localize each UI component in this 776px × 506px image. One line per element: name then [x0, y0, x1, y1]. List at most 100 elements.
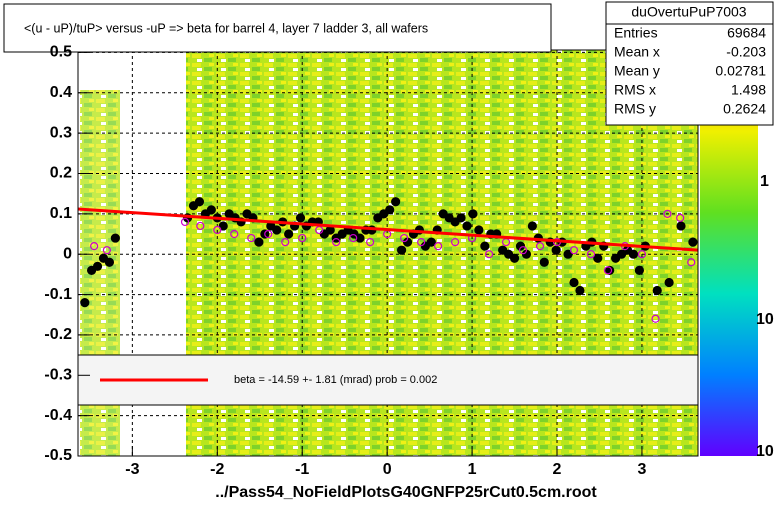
point [355, 233, 365, 243]
x-tick-label: -3 [125, 461, 139, 478]
point [551, 245, 561, 255]
point [90, 242, 99, 251]
point [385, 205, 395, 215]
chart-title: <(u - uP)/tuP> versus -uP => beta for ba… [24, 21, 428, 35]
point [664, 277, 674, 288]
point [80, 298, 90, 308]
y-tick-label: -0.1 [44, 286, 72, 303]
point [284, 229, 294, 239]
stats-label: Mean x [614, 44, 660, 60]
y-tick-label: -0.4 [44, 407, 72, 424]
point [218, 221, 228, 231]
stats-value: -0.203 [726, 44, 766, 60]
x-tick-label: 2 [553, 461, 562, 478]
point [676, 221, 686, 231]
y-tick-label: -0.2 [44, 326, 72, 343]
point [651, 314, 660, 323]
point [586, 250, 596, 259]
point [400, 233, 409, 243]
point [593, 253, 603, 263]
point [569, 246, 579, 255]
palette-label: 10 [756, 311, 774, 328]
point [213, 225, 222, 235]
x-tick-label: -2 [210, 461, 224, 478]
point [298, 233, 307, 243]
stats-label: Entries [614, 25, 658, 41]
point [563, 249, 573, 259]
stats-name: duOvertuPuP7003 [631, 4, 746, 20]
y-tick-label: 0.5 [50, 44, 72, 61]
point [676, 213, 685, 222]
point [230, 229, 239, 239]
y-tick-label: 0.4 [50, 84, 72, 101]
point [687, 258, 696, 267]
point [634, 265, 644, 275]
point [688, 237, 698, 247]
point [450, 238, 460, 247]
point [417, 238, 426, 247]
y-tick-label: -0.5 [44, 447, 72, 464]
point [281, 238, 290, 247]
point [391, 197, 401, 207]
point [535, 242, 545, 251]
point [247, 233, 256, 243]
y-tick-label: 0.1 [50, 205, 72, 222]
point [254, 237, 264, 247]
point [196, 221, 205, 231]
legend-text: beta = -14.59 +- 1.81 (mrad) prob = 0.00… [234, 374, 437, 386]
point [474, 225, 484, 235]
stats-value: 0.02781 [715, 63, 766, 79]
point [527, 221, 537, 231]
point [539, 257, 549, 267]
point [480, 241, 490, 251]
x-tick-label: 1 [468, 461, 477, 478]
point [206, 205, 216, 215]
point [366, 238, 375, 247]
stats-label: Mean y [614, 63, 660, 79]
stats-label: RMS x [614, 82, 656, 98]
stats-label: RMS y [614, 101, 656, 117]
point [628, 249, 639, 259]
y-tick-label: -0.3 [44, 367, 72, 384]
stats-box [605, 1, 774, 126]
point [515, 241, 526, 251]
point [349, 233, 358, 243]
point [468, 209, 478, 219]
point [605, 265, 615, 275]
point [332, 238, 341, 247]
x-tick-label: -1 [295, 461, 309, 478]
point [102, 246, 111, 255]
point [104, 257, 115, 267]
point [603, 266, 613, 275]
point [518, 246, 528, 255]
point [569, 277, 579, 288]
point [110, 233, 120, 243]
point [652, 285, 662, 296]
y-tick-label: 0.3 [50, 124, 72, 141]
point [484, 250, 494, 259]
stats-value: 0.2624 [723, 101, 766, 117]
point [396, 245, 407, 255]
point [637, 250, 647, 259]
x-tick-label: 0 [383, 461, 392, 478]
point [575, 285, 585, 296]
stats-value: 69684 [727, 25, 766, 41]
point [663, 209, 672, 218]
fit-line [77, 207, 699, 252]
point [434, 242, 443, 251]
y-tick-label: 0 [63, 245, 72, 262]
point [426, 237, 436, 247]
x-label: ../Pass54_NoFieldPlotsG40GNFP25rCut0.5cm… [215, 484, 597, 501]
legend [77, 354, 699, 406]
title-box [3, 3, 552, 53]
palette-label: 1 [760, 173, 769, 190]
y-tick-label: 0.2 [50, 165, 72, 182]
point [194, 197, 205, 207]
point [264, 229, 273, 239]
point [456, 213, 466, 223]
palette-label: 10 [756, 443, 774, 460]
point [92, 261, 103, 271]
point [295, 213, 306, 223]
stats-value: 1.498 [731, 82, 766, 98]
